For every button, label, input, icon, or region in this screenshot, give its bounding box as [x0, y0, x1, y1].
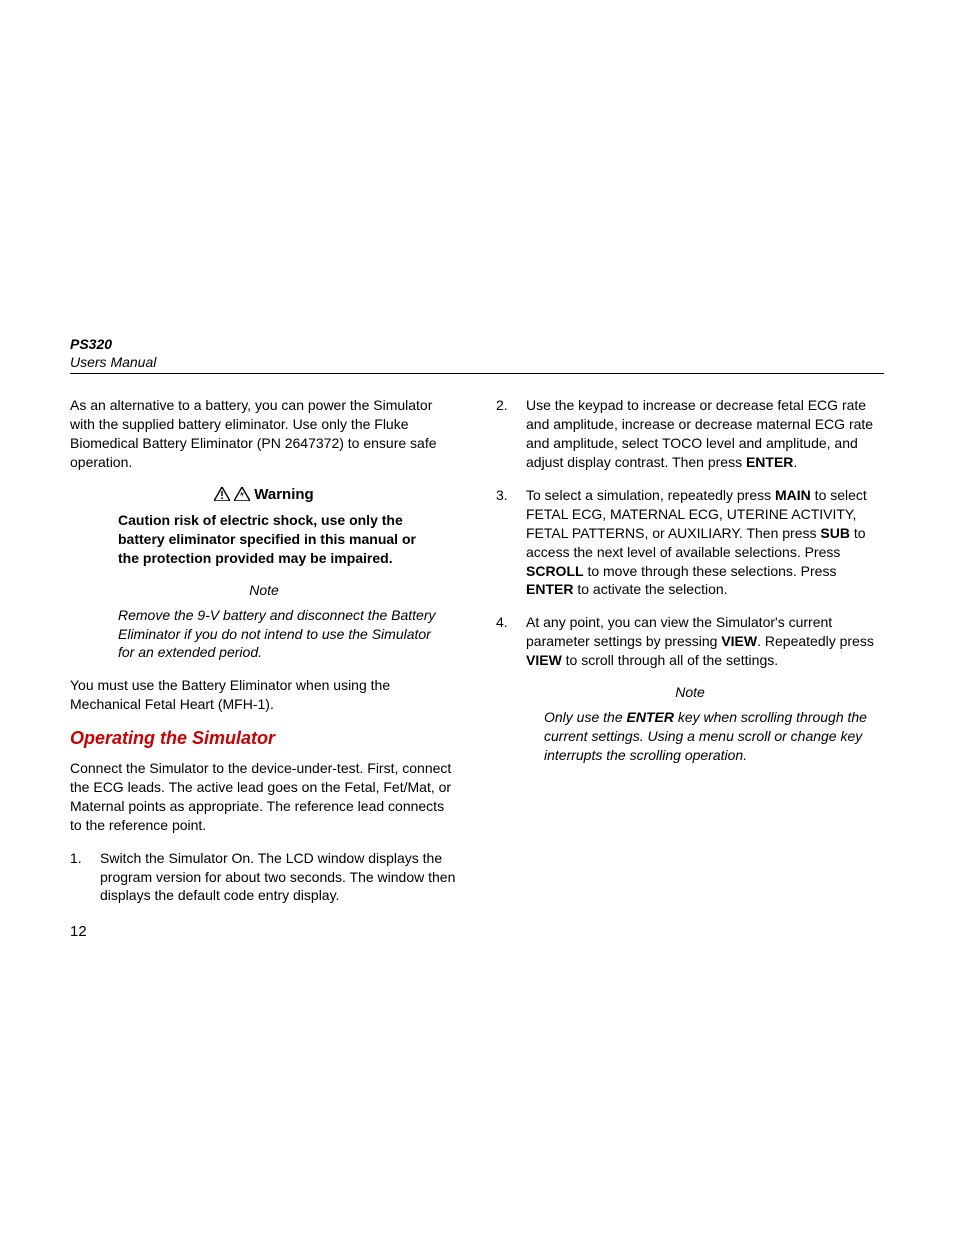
battery-eliminator-paragraph: You must use the Battery Eliminator when…	[70, 676, 458, 714]
step-2-text-b: .	[793, 454, 797, 470]
right-column: Use the keypad to increase or decrease f…	[496, 396, 884, 919]
page-header: PS320 Users Manual	[70, 335, 884, 374]
step-4-text-b: . Repeatedly press	[757, 633, 874, 649]
step-3-text-d: to move through these selections. Press	[584, 563, 837, 579]
step-3: To select a simulation, repeatedly press…	[496, 486, 884, 599]
warning-label: Warning	[254, 486, 313, 503]
intro-paragraph: As an alternative to a battery, you can …	[70, 396, 458, 472]
enter-key-label: ENTER	[746, 454, 793, 470]
step-2: Use the keypad to increase or decrease f…	[496, 396, 884, 472]
sub-key-label: SUB	[820, 525, 850, 541]
step-3-text-a: To select a simulation, repeatedly press	[526, 487, 775, 503]
note-heading: Note	[70, 582, 458, 598]
warning-triangle-icon	[234, 487, 250, 501]
two-column-layout: As an alternative to a battery, you can …	[70, 396, 884, 919]
left-column: As an alternative to a battery, you can …	[70, 396, 458, 919]
header-product: PS320	[70, 335, 884, 353]
step-4-text-c: to scroll through all of the settings.	[562, 652, 778, 668]
page-content: PS320 Users Manual As an alternative to …	[70, 335, 884, 919]
warning-triangle-icon	[214, 487, 230, 501]
step-4: At any point, you can view the Simulator…	[496, 613, 884, 670]
step-1: Switch the Simulator On. The LCD window …	[70, 849, 458, 906]
connect-paragraph: Connect the Simulator to the device-unde…	[70, 759, 458, 835]
enter-key-label: ENTER	[526, 581, 573, 597]
scroll-key-label: SCROLL	[526, 563, 584, 579]
note-body: Only use the ENTER key when scrolling th…	[544, 708, 884, 765]
note-heading: Note	[496, 684, 884, 700]
warning-body: Caution risk of electric shock, use only…	[118, 511, 458, 568]
main-key-label: MAIN	[775, 487, 811, 503]
step-2-text-a: Use the keypad to increase or decrease f…	[526, 397, 873, 470]
section-heading-operating: Operating the Simulator	[70, 728, 458, 749]
step-3-text-e: to activate the selection.	[573, 581, 727, 597]
note-text-a: Only use the	[544, 709, 627, 725]
view-key-label: VIEW	[721, 633, 757, 649]
header-manual: Users Manual	[70, 353, 884, 371]
view-key-label: VIEW	[526, 652, 562, 668]
warning-heading: Warning	[70, 486, 458, 503]
steps-list-right: Use the keypad to increase or decrease f…	[496, 396, 884, 670]
page-number: 12	[70, 923, 87, 940]
steps-list-left: Switch the Simulator On. The LCD window …	[70, 849, 458, 906]
note-body: Remove the 9-V battery and disconnect th…	[118, 606, 458, 663]
enter-key-label: ENTER	[627, 709, 674, 725]
